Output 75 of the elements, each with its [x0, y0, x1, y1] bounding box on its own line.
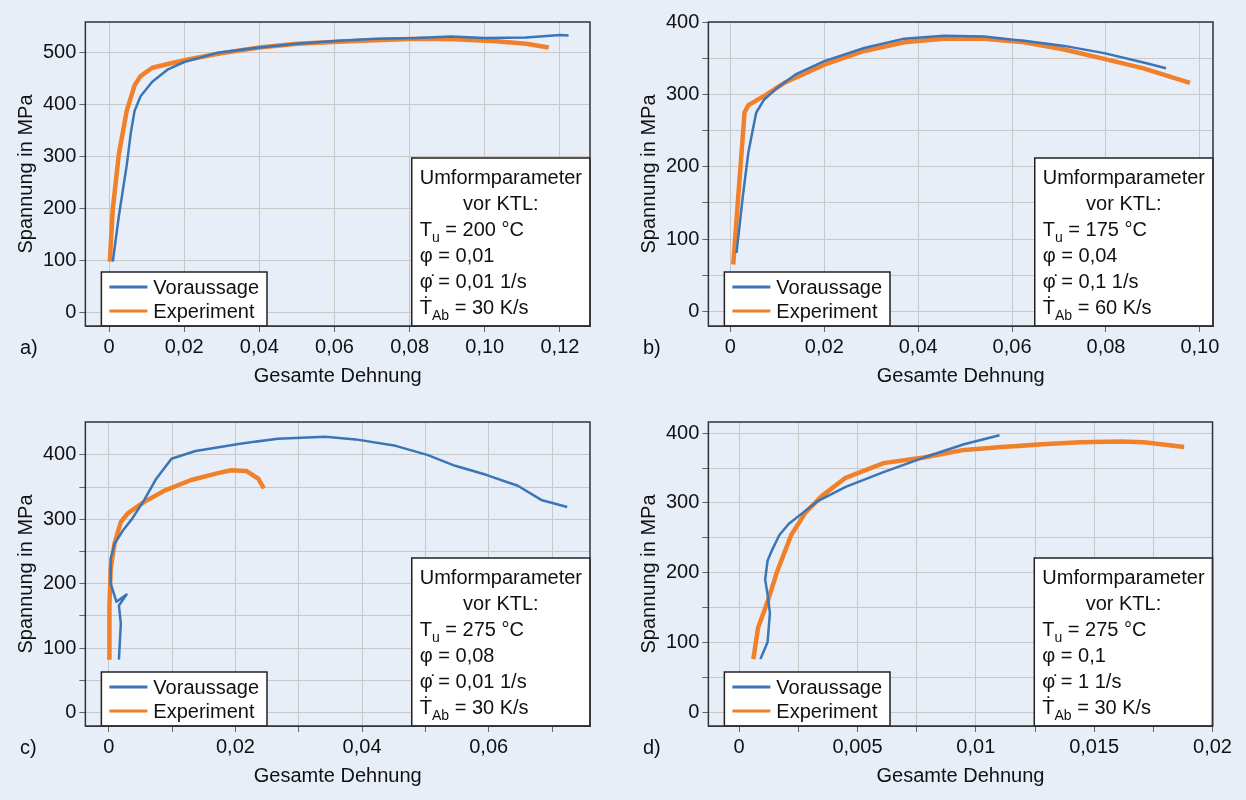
x-tick-label: 0,04 [239, 334, 279, 357]
legend-label: Voraussage [776, 275, 883, 298]
annotation: φ̇ = 0,01 1/s [419, 670, 527, 692]
x-tick-label: 0,10 [1180, 334, 1220, 357]
x-tick-label: 0,08 [390, 334, 430, 357]
x-axis-title: Gesamte Dehnung [876, 763, 1045, 786]
y-tick-label: 100 [42, 635, 77, 658]
x-tick-label: 0,08 [1086, 334, 1126, 357]
annotation: φ = 0,1 [1042, 644, 1106, 666]
x-tick-label: 0,10 [465, 334, 505, 357]
x-tick-label: 0,06 [315, 334, 354, 357]
x-tick-label: 0,04 [342, 734, 382, 757]
y-tick-label: 300 [42, 144, 77, 167]
legend-label: Experiment [153, 299, 255, 322]
x-tick-label: 0 [733, 734, 745, 757]
y-tick-label: 100 [42, 248, 77, 271]
y-axis-title: Spannung in MPa [636, 493, 659, 654]
y-tick-label: 100 [665, 629, 700, 652]
x-tick-label: 0,02 [164, 334, 204, 357]
text: c) [20, 735, 37, 758]
y-tick-label: 400 [665, 9, 700, 32]
y-tick-label: 200 [665, 154, 700, 177]
x-tick-label: 0,02 [215, 734, 255, 757]
legend-label: Experiment [153, 699, 255, 722]
x-tick-label: 0,06 [992, 334, 1032, 357]
y-tick-label: 300 [42, 506, 77, 529]
annotation: φ̇ = 1 1/s [1042, 670, 1122, 692]
legend-label: Experiment [776, 699, 878, 722]
y-tick-label: 100 [665, 226, 700, 249]
y-tick-label: 200 [665, 560, 700, 583]
y-tick-label: 0 [688, 699, 700, 722]
annotation: Umformparameter vor KTL: [1042, 566, 1205, 614]
annotation: Umformparameter vor KTL: [419, 566, 583, 614]
x-tick-label: 0,005 [832, 734, 883, 757]
y-tick-label: 300 [665, 81, 700, 104]
text: d) [643, 735, 661, 758]
x-tick-label: 0,12 [540, 334, 580, 357]
x-axis-title: Gesamte Dehnung [253, 763, 422, 786]
x-tick-label: 0,04 [898, 334, 938, 357]
text: a) [20, 335, 38, 358]
annotation: φ̇ = 0,1 1/s [1042, 270, 1139, 292]
y-tick-label: 200 [42, 571, 77, 594]
x-tick-label: 0,02 [1193, 734, 1233, 757]
annotation: Umformparameter vor KTL: [1042, 166, 1206, 214]
legend-label: Voraussage [153, 275, 260, 298]
x-tick-label: 0 [724, 334, 736, 357]
x-axis-title: Gesamte Dehnung [876, 363, 1045, 386]
y-tick-label: 400 [42, 92, 77, 115]
x-tick-label: 0,01 [956, 734, 996, 757]
x-tick-label: 0 [103, 734, 115, 757]
y-axis-title: Spannung in MPa [636, 93, 659, 254]
y-tick-label: 300 [665, 490, 700, 513]
y-tick-label: 0 [65, 699, 77, 722]
x-tick-label: 0,06 [469, 734, 509, 757]
x-tick-label: 0,015 [1069, 734, 1120, 757]
x-axis-title: Gesamte Dehnung [253, 363, 422, 386]
y-axis-title: Spannung in MPa [13, 493, 36, 654]
x-tick-label: 0,02 [804, 334, 844, 357]
legend-label: Voraussage [153, 675, 260, 698]
y-tick-label: 200 [42, 196, 77, 219]
text: b) [643, 335, 661, 358]
annotation: φ = 0,01 [419, 244, 495, 266]
x-tick-label: 0 [103, 334, 115, 357]
y-tick-label: 500 [42, 40, 77, 63]
annotation: φ = 0,08 [419, 644, 495, 666]
y-tick-label: 400 [665, 420, 700, 443]
y-tick-label: 0 [65, 300, 77, 322]
y-axis-title: Spannung in MPa [13, 93, 36, 254]
annotation: φ̇ = 0,01 1/s [419, 270, 527, 292]
legend-label: Voraussage [776, 675, 883, 698]
annotation: Umformparameter vor KTL: [419, 166, 583, 214]
y-tick-label: 400 [42, 442, 77, 465]
legend-label: Experiment [776, 299, 878, 322]
annotation: φ = 0,04 [1042, 244, 1118, 266]
y-tick-label: 0 [688, 299, 700, 322]
